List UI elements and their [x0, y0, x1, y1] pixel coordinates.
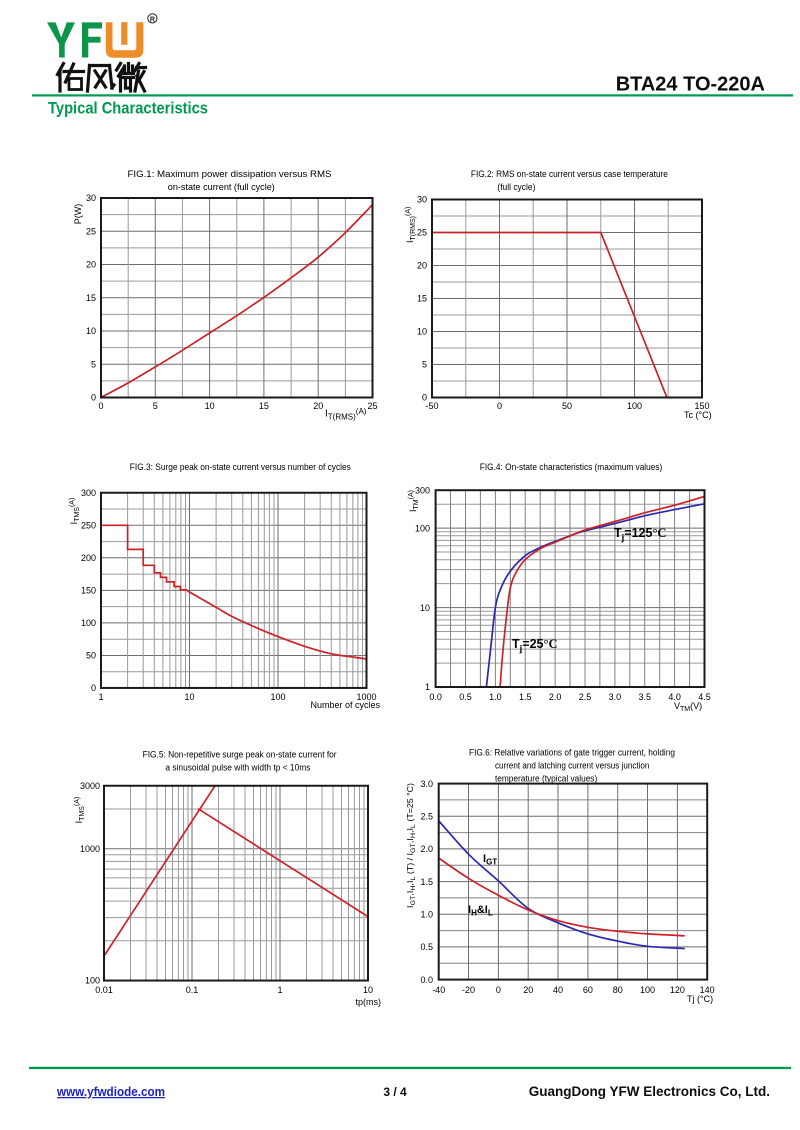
- svg-text:1.5: 1.5: [420, 877, 433, 887]
- svg-text:FIG.1: Maximum power dissipati: FIG.1: Maximum power dissipation versus …: [128, 169, 332, 180]
- svg-text:FIG.5: Non-repetitive surge pe: FIG.5: Non-repetitive surge peak on-stat…: [143, 750, 337, 760]
- svg-text:1: 1: [425, 682, 430, 692]
- svg-text:0.1: 0.1: [186, 985, 199, 995]
- svg-text:0.0: 0.0: [429, 692, 442, 702]
- svg-text:15: 15: [259, 401, 269, 411]
- svg-text:100: 100: [81, 618, 96, 628]
- svg-text:10: 10: [420, 603, 430, 613]
- svg-text:5: 5: [422, 360, 427, 370]
- svg-text:15: 15: [417, 294, 427, 304]
- svg-text:25: 25: [367, 401, 377, 411]
- svg-text:4.5: 4.5: [698, 692, 711, 702]
- svg-text:2.5: 2.5: [420, 812, 433, 822]
- svg-text:Tj (°C): Tj (°C): [687, 994, 713, 1004]
- svg-text:50: 50: [86, 651, 96, 661]
- svg-text:3000: 3000: [80, 781, 100, 791]
- svg-text:30: 30: [417, 195, 427, 205]
- svg-text:1.0: 1.0: [420, 910, 433, 920]
- svg-text:current and latching current v: current and latching current versus junc…: [495, 761, 649, 771]
- svg-text:BTA24 TO-220A: BTA24 TO-220A: [616, 74, 765, 96]
- svg-text:Number of cycles: Number of cycles: [310, 700, 380, 710]
- svg-text:R: R: [150, 16, 155, 23]
- svg-text:2.0: 2.0: [549, 692, 562, 702]
- svg-text:on-state current (full cycle): on-state current (full cycle): [168, 182, 275, 193]
- svg-text:10: 10: [184, 692, 194, 702]
- svg-text:1: 1: [277, 985, 282, 995]
- svg-text:20: 20: [523, 985, 533, 995]
- svg-text:IGT,IH,IL (T) / IGT,IH,IL (T=2: IGT,IH,IL (T) / IGT,IH,IL (T=25 °C): [406, 783, 417, 908]
- svg-text:3.5: 3.5: [638, 692, 651, 702]
- svg-text:4.0: 4.0: [668, 692, 681, 702]
- svg-text:1000: 1000: [80, 844, 100, 854]
- svg-text:-40: -40: [432, 985, 445, 995]
- svg-text:FIG.2: RMS on-state current ve: FIG.2: RMS on-state current versus case …: [471, 169, 668, 179]
- svg-text:temperature (typical values): temperature (typical values): [495, 774, 597, 784]
- svg-text:P(W): P(W): [73, 204, 83, 225]
- svg-text:1: 1: [98, 692, 103, 702]
- svg-text:140: 140: [700, 985, 715, 995]
- svg-text:60: 60: [583, 985, 593, 995]
- svg-text:15: 15: [86, 293, 96, 303]
- svg-text:250: 250: [81, 521, 96, 531]
- svg-text:150: 150: [81, 586, 96, 596]
- svg-text:25: 25: [86, 226, 96, 236]
- svg-text:120: 120: [670, 985, 685, 995]
- svg-text:100: 100: [270, 692, 285, 702]
- svg-text:2.5: 2.5: [579, 692, 592, 702]
- svg-text:Tc (°C): Tc (°C): [684, 410, 712, 420]
- svg-text:3.0: 3.0: [609, 692, 622, 702]
- svg-text:(full cycle): (full cycle): [497, 182, 535, 192]
- svg-text:10: 10: [417, 327, 427, 337]
- svg-text:80: 80: [613, 985, 623, 995]
- svg-text:3 / 4: 3 / 4: [383, 1085, 407, 1099]
- svg-text:www.yfwdiode.com: www.yfwdiode.com: [56, 1085, 165, 1099]
- svg-text:FIG.6: Relative variations of: FIG.6: Relative variations of gate trigg…: [469, 748, 675, 758]
- svg-text:-50: -50: [425, 401, 438, 411]
- svg-text:5: 5: [153, 401, 158, 411]
- svg-text:200: 200: [81, 553, 96, 563]
- svg-text:10: 10: [86, 326, 96, 336]
- svg-text:5: 5: [91, 359, 96, 369]
- svg-text:0: 0: [91, 393, 96, 403]
- svg-text:1000: 1000: [356, 692, 376, 702]
- svg-text:-20: -20: [462, 985, 475, 995]
- svg-text:0.5: 0.5: [420, 942, 433, 952]
- svg-text:Tj=125°C: Tj=125°C: [614, 526, 666, 544]
- svg-text:30: 30: [86, 193, 96, 203]
- svg-text:100: 100: [627, 401, 642, 411]
- svg-text:1.0: 1.0: [489, 692, 502, 702]
- svg-text:0: 0: [91, 683, 96, 693]
- svg-text:a sinusoidal pulse with width: a sinusoidal pulse with width tp < 10ms: [165, 763, 310, 773]
- svg-text:2.0: 2.0: [420, 844, 433, 854]
- svg-text:20: 20: [417, 261, 427, 271]
- svg-text:0: 0: [497, 401, 502, 411]
- svg-text:20: 20: [86, 260, 96, 270]
- svg-text:0.5: 0.5: [459, 692, 472, 702]
- svg-text:1.5: 1.5: [519, 692, 532, 702]
- svg-text:tp(ms): tp(ms): [356, 997, 382, 1007]
- svg-text:150: 150: [694, 401, 709, 411]
- svg-text:300: 300: [81, 488, 96, 498]
- svg-text:FIG.3: Surge peak on-state cur: FIG.3: Surge peak on-state current versu…: [130, 462, 351, 472]
- svg-text:100: 100: [640, 985, 655, 995]
- svg-text:50: 50: [562, 401, 572, 411]
- svg-text:0: 0: [496, 985, 501, 995]
- svg-text:FIG.4: On-state characteristic: FIG.4: On-state characteristics (maximum…: [480, 462, 663, 472]
- svg-text:25: 25: [417, 228, 427, 238]
- svg-text:300: 300: [415, 485, 430, 495]
- svg-text:Tj=25°C: Tj=25°C: [512, 637, 558, 655]
- svg-text:0: 0: [422, 393, 427, 403]
- svg-text:10: 10: [205, 401, 215, 411]
- svg-text:0.0: 0.0: [420, 975, 433, 985]
- svg-text:Typical Characteristics: Typical Characteristics: [48, 100, 208, 118]
- svg-text:100: 100: [415, 523, 430, 533]
- svg-text:10: 10: [363, 985, 373, 995]
- svg-text:0.01: 0.01: [95, 985, 113, 995]
- svg-text:0: 0: [98, 401, 103, 411]
- svg-text:3.0: 3.0: [420, 779, 433, 789]
- svg-text:GuangDong YFW Electronics Co,: GuangDong YFW Electronics Co, Ltd.: [529, 1084, 770, 1099]
- svg-text:100: 100: [85, 976, 100, 986]
- svg-text:20: 20: [313, 401, 323, 411]
- svg-text:40: 40: [553, 985, 563, 995]
